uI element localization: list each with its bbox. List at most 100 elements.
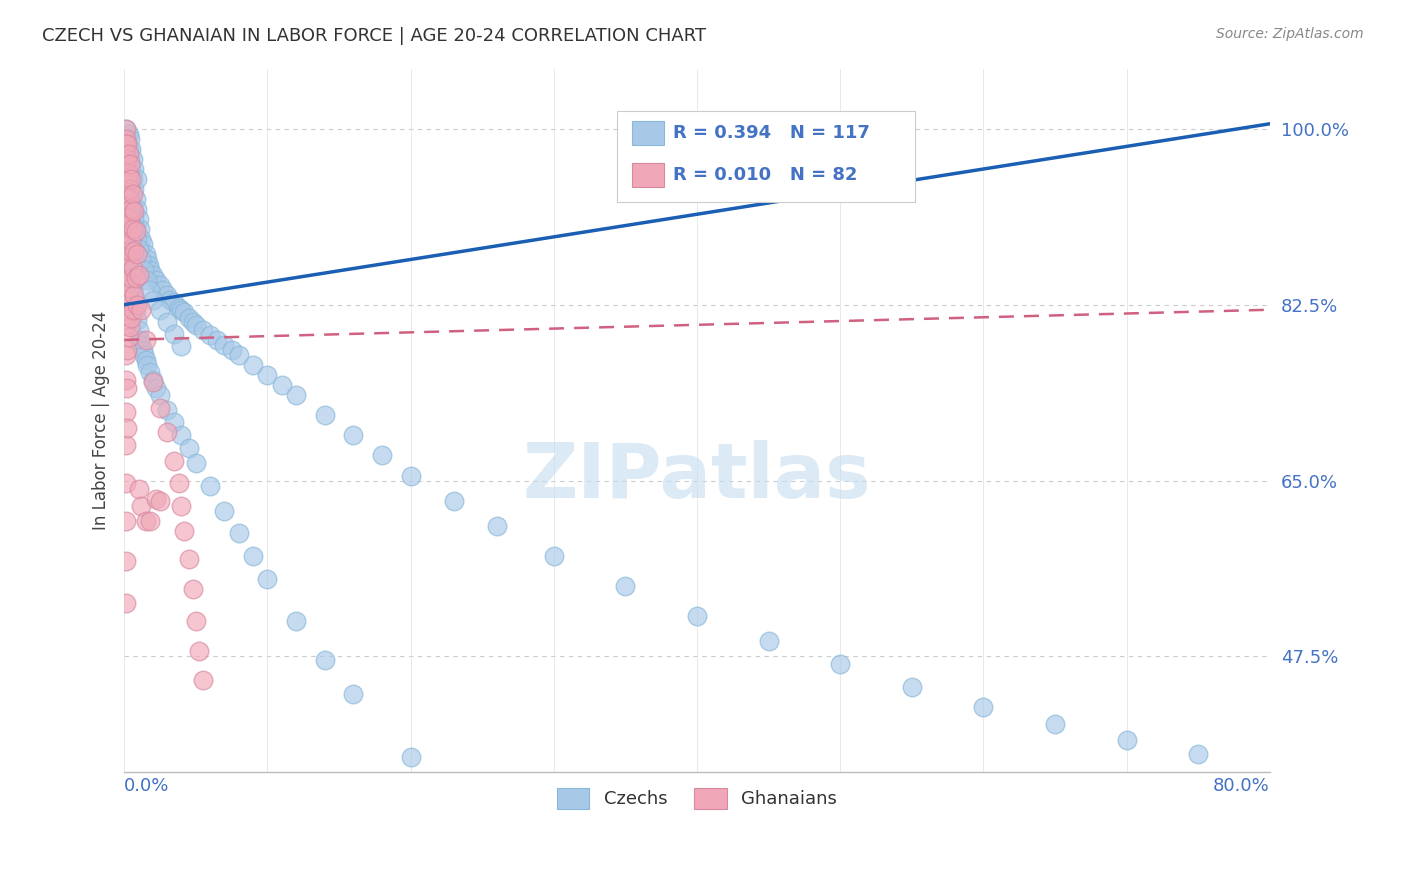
Text: 0.0%: 0.0%: [124, 777, 170, 795]
Point: [614, 579, 637, 593]
Point: [118, 157, 141, 171]
Point: [114, 157, 136, 171]
Point: [120, 270, 142, 285]
Point: [149, 277, 172, 292]
Point: [115, 217, 138, 231]
Point: [114, 514, 136, 528]
Text: 80.0%: 80.0%: [1213, 777, 1270, 795]
Point: [131, 252, 153, 267]
Point: [117, 127, 139, 141]
Point: [114, 318, 136, 332]
Point: [120, 310, 142, 325]
Point: [129, 333, 152, 347]
Point: [139, 365, 162, 379]
Point: [114, 554, 136, 568]
Point: [830, 657, 852, 671]
Point: [184, 615, 207, 629]
Point: [121, 260, 143, 275]
Point: [114, 121, 136, 136]
Point: [118, 132, 141, 146]
Point: [207, 333, 229, 347]
Point: [115, 192, 138, 206]
Point: [485, 518, 508, 533]
Point: [314, 409, 336, 423]
Point: [1115, 732, 1137, 747]
Point: [117, 222, 139, 236]
Point: [177, 310, 200, 325]
Point: [115, 421, 138, 435]
Point: [167, 475, 190, 490]
Point: [177, 442, 200, 456]
Point: [117, 330, 139, 344]
Point: [149, 302, 172, 317]
Point: [117, 192, 139, 206]
Point: [342, 428, 364, 442]
Point: [132, 343, 155, 357]
Point: [118, 152, 141, 166]
Point: [149, 401, 172, 416]
Point: [256, 572, 278, 586]
Point: [135, 247, 157, 261]
Point: [173, 524, 195, 538]
Point: [114, 596, 136, 610]
Point: [117, 291, 139, 305]
Point: [443, 493, 465, 508]
Point: [159, 293, 181, 307]
Point: [127, 313, 149, 327]
Point: [127, 172, 149, 186]
Point: [170, 428, 193, 442]
Point: [115, 136, 138, 151]
Point: [145, 272, 167, 286]
Point: [115, 381, 138, 395]
Point: [131, 302, 153, 317]
Point: [115, 243, 138, 257]
Text: R = 0.010   N = 82: R = 0.010 N = 82: [673, 166, 858, 184]
Point: [149, 388, 172, 402]
Point: [121, 152, 143, 166]
Point: [152, 283, 174, 297]
Point: [127, 247, 149, 261]
Point: [177, 552, 200, 566]
Legend: Czechs, Ghanaians: Czechs, Ghanaians: [550, 780, 845, 816]
Point: [122, 244, 145, 259]
FancyBboxPatch shape: [631, 163, 664, 187]
Point: [122, 293, 145, 307]
Point: [142, 375, 165, 389]
Point: [136, 358, 159, 372]
Point: [142, 293, 165, 307]
Point: [170, 302, 193, 317]
Point: [114, 121, 136, 136]
Point: [114, 227, 136, 242]
Point: [198, 327, 221, 342]
Point: [115, 152, 138, 166]
Point: [121, 222, 143, 236]
Point: [256, 368, 278, 382]
Point: [121, 302, 143, 317]
Point: [900, 680, 922, 694]
Point: [122, 212, 145, 227]
Point: [163, 415, 186, 429]
Point: [122, 161, 145, 176]
Point: [122, 182, 145, 196]
Point: [124, 224, 146, 238]
Point: [131, 232, 153, 246]
Point: [181, 315, 204, 329]
Point: [121, 283, 143, 297]
Point: [129, 222, 152, 236]
Point: [139, 283, 162, 297]
Point: [131, 499, 153, 513]
Point: [187, 644, 209, 658]
Point: [118, 280, 141, 294]
Y-axis label: In Labor Force | Age 20-24: In Labor Force | Age 20-24: [93, 310, 110, 530]
Point: [120, 202, 142, 217]
Point: [121, 172, 143, 186]
Point: [136, 272, 159, 286]
Point: [124, 222, 146, 236]
Point: [134, 348, 156, 362]
Point: [114, 132, 136, 146]
Point: [128, 243, 150, 257]
Point: [139, 514, 162, 528]
Point: [145, 491, 167, 506]
Point: [167, 301, 190, 315]
Point: [117, 252, 139, 267]
